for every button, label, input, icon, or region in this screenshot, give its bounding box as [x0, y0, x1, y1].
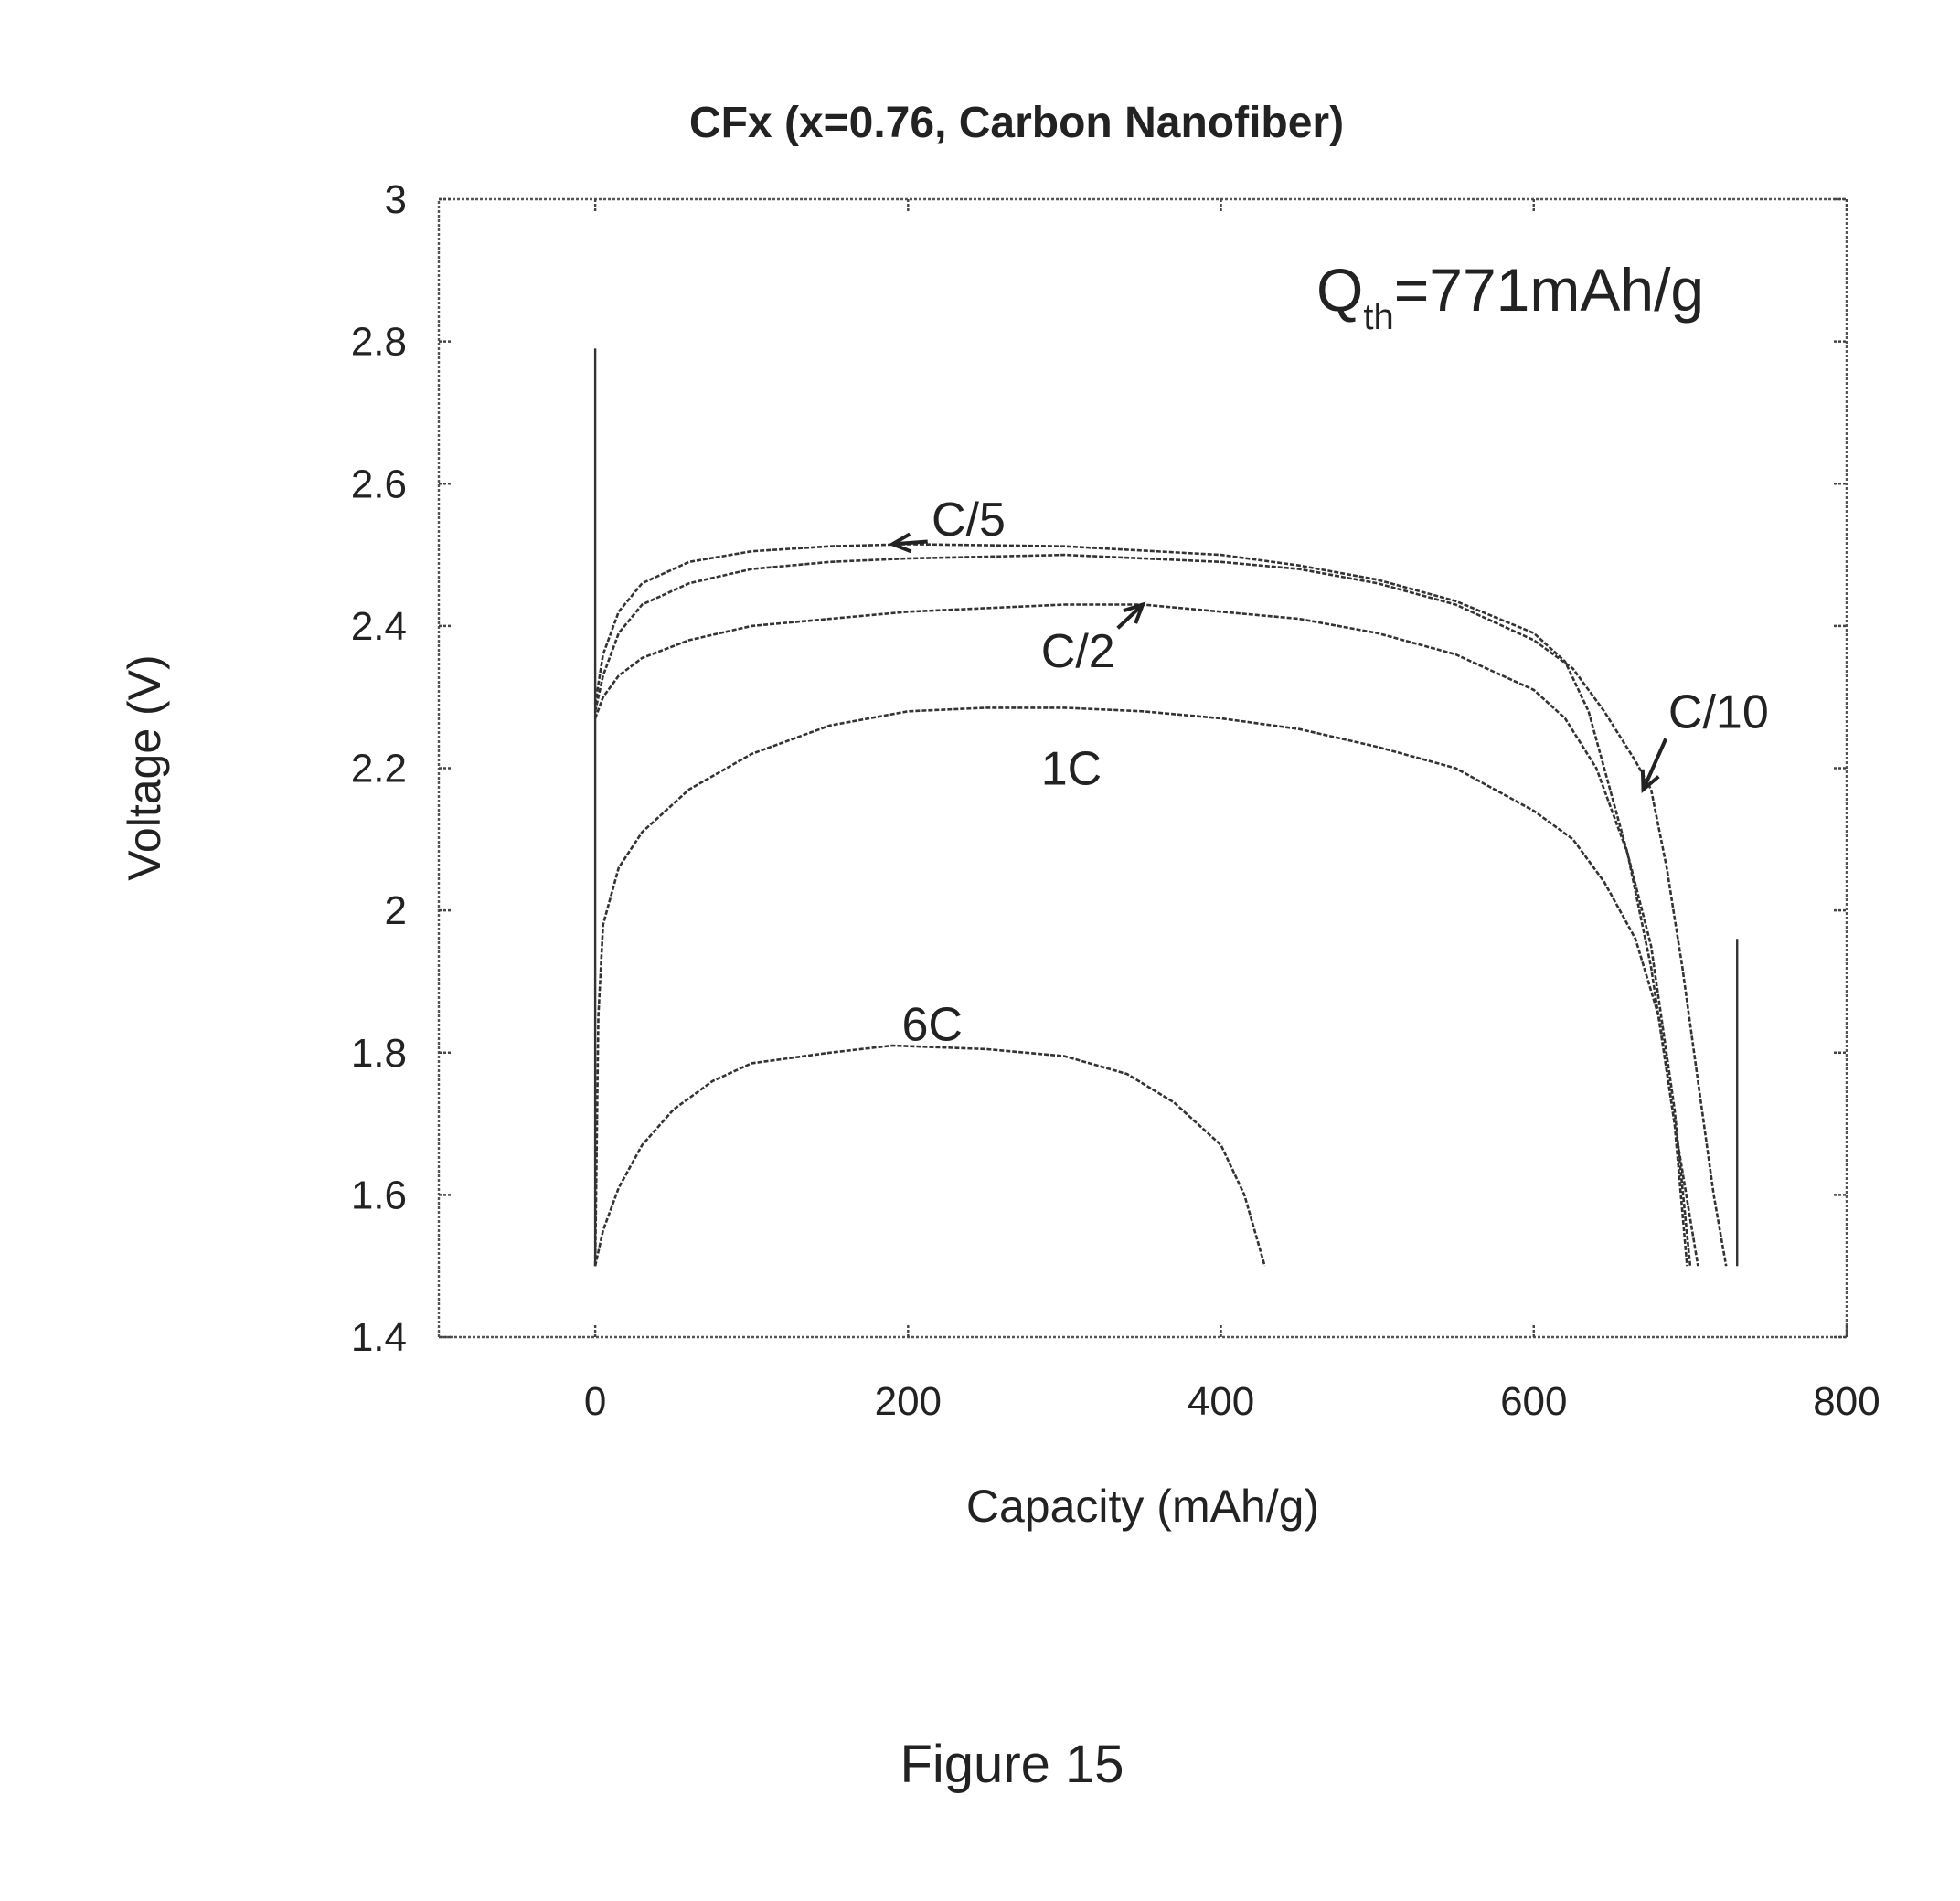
qth-subscript: th [1363, 297, 1393, 337]
y-tick-label: 1.6 [351, 1173, 407, 1217]
series-line-c-2 [595, 605, 1690, 1267]
y-tick-label: 2.2 [351, 747, 407, 791]
y-tick-label: 2.4 [351, 604, 407, 649]
y-tick-label: 1.8 [351, 1031, 407, 1076]
chart-title: CFx (x=0.76, Carbon Nanofiber) [689, 99, 1344, 147]
theoretical-capacity-label: Qth=771mAh/g [1316, 256, 1704, 337]
x-tick-label: 600 [1500, 1379, 1567, 1424]
annotation-label-6c: 6C [901, 999, 962, 1052]
annotation-label-c-5: C/5 [932, 494, 1006, 547]
annotations: C/5 C/2 1C C/10 6C [892, 494, 1769, 1051]
x-tick-label: 0 [584, 1379, 606, 1424]
y-tick-label: 2.6 [351, 462, 407, 506]
series-line-c-10 [595, 555, 1726, 1266]
x-axis-label: Capacity (mAh/g) [966, 1481, 1319, 1532]
x-tick-label: 200 [875, 1379, 942, 1424]
annotation-label-c-10: C/10 [1668, 685, 1769, 738]
qth-symbol: Q [1316, 256, 1363, 324]
series-line-c-5 [595, 544, 1698, 1266]
x-tick-labels: 0 200 400 600 800 [584, 1379, 1880, 1424]
y-axis-label: Voltage (V) [119, 654, 170, 880]
data-curves [595, 544, 1726, 1266]
tick-marks [439, 199, 1847, 1337]
annotation-label-1c: 1C [1041, 743, 1102, 796]
qth-value: =771mAh/g [1394, 256, 1704, 324]
y-tick-labels: 1.4 1.6 1.8 2 2.2 2.4 2.6 2.8 3 [351, 177, 407, 1360]
y-tick-label: 1.4 [351, 1315, 407, 1360]
y-tick-label: 2 [385, 888, 407, 933]
series-line-1c [595, 707, 1687, 1266]
x-tick-label: 800 [1813, 1379, 1880, 1424]
series-line-6c [595, 1046, 1264, 1266]
vertical-markers [595, 348, 1737, 1266]
figure-caption: Figure 15 [900, 1735, 1124, 1794]
plot-frame [439, 199, 1847, 1337]
y-tick-label: 2.8 [351, 320, 407, 365]
plot-area: C/5 C/2 1C C/10 6C [439, 199, 1847, 1337]
annotation-label-c-2: C/2 [1041, 625, 1115, 678]
x-tick-label: 400 [1188, 1379, 1254, 1424]
y-tick-label: 3 [385, 177, 407, 222]
